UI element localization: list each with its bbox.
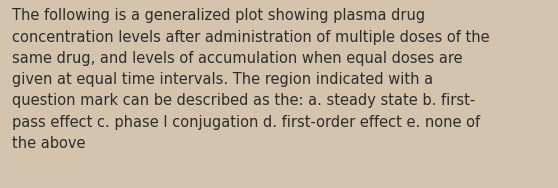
Text: The following is a generalized plot showing plasma drug
concentration levels aft: The following is a generalized plot show… [12,8,490,151]
